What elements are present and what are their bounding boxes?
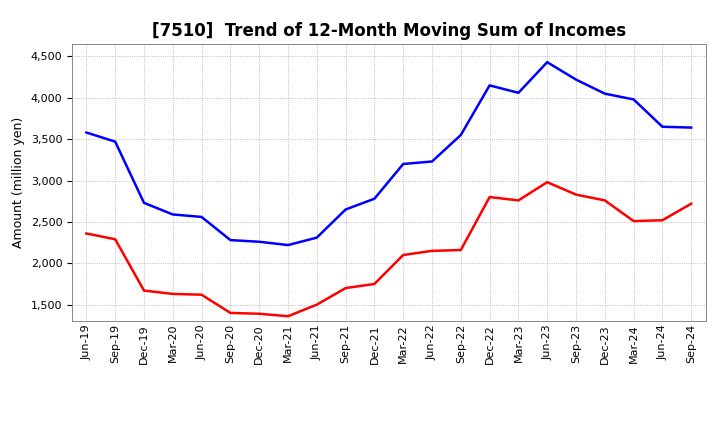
Ordinary Income xyxy=(111,139,120,144)
Ordinary Income xyxy=(399,161,408,167)
Net Income xyxy=(341,286,350,291)
Ordinary Income xyxy=(168,212,177,217)
Net Income xyxy=(284,314,292,319)
Net Income xyxy=(226,310,235,315)
Net Income xyxy=(485,194,494,200)
Ordinary Income xyxy=(226,238,235,243)
Ordinary Income xyxy=(572,77,580,82)
Net Income xyxy=(572,192,580,197)
Net Income xyxy=(399,253,408,258)
Ordinary Income xyxy=(341,207,350,212)
Net Income xyxy=(312,302,321,307)
Line: Ordinary Income: Ordinary Income xyxy=(86,62,691,245)
Title: [7510]  Trend of 12-Month Moving Sum of Incomes: [7510] Trend of 12-Month Moving Sum of I… xyxy=(152,22,626,40)
Net Income xyxy=(456,247,465,253)
Net Income xyxy=(111,237,120,242)
Ordinary Income xyxy=(312,235,321,240)
Net Income xyxy=(658,218,667,223)
Net Income xyxy=(255,311,264,316)
Ordinary Income xyxy=(370,196,379,202)
Y-axis label: Amount (million yen): Amount (million yen) xyxy=(12,117,25,248)
Net Income xyxy=(543,180,552,185)
Ordinary Income xyxy=(629,97,638,102)
Net Income xyxy=(514,198,523,203)
Ordinary Income xyxy=(428,159,436,164)
Ordinary Income xyxy=(600,91,609,96)
Ordinary Income xyxy=(140,200,148,205)
Net Income xyxy=(140,288,148,293)
Net Income xyxy=(168,291,177,297)
Ordinary Income xyxy=(543,59,552,65)
Ordinary Income xyxy=(514,90,523,95)
Net Income xyxy=(82,231,91,236)
Line: Net Income: Net Income xyxy=(86,182,691,316)
Ordinary Income xyxy=(687,125,696,130)
Net Income xyxy=(687,201,696,206)
Ordinary Income xyxy=(485,83,494,88)
Net Income xyxy=(197,292,206,297)
Net Income xyxy=(428,248,436,253)
Ordinary Income xyxy=(255,239,264,244)
Net Income xyxy=(600,198,609,203)
Net Income xyxy=(629,218,638,224)
Ordinary Income xyxy=(197,214,206,220)
Net Income xyxy=(370,281,379,286)
Ordinary Income xyxy=(658,124,667,129)
Ordinary Income xyxy=(456,132,465,138)
Ordinary Income xyxy=(82,130,91,135)
Ordinary Income xyxy=(284,242,292,248)
